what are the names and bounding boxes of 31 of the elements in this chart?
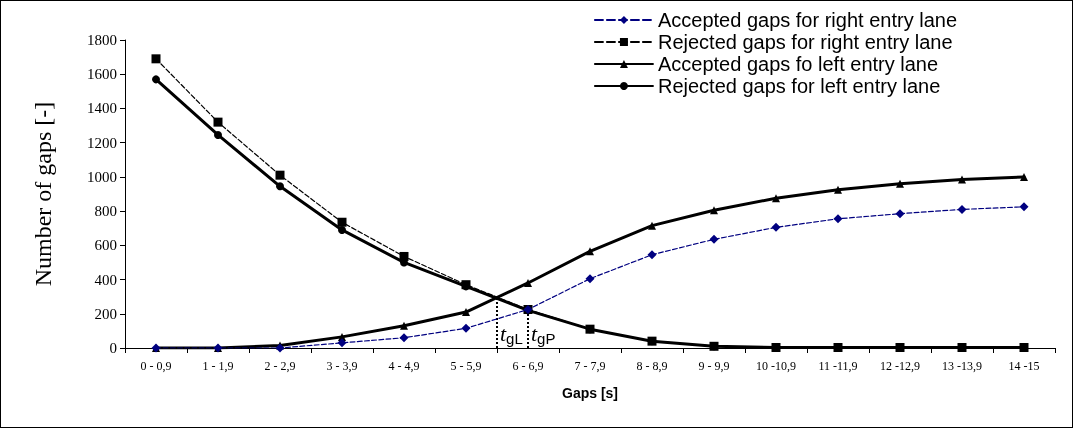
x-axis-title: Gaps [s]	[561, 385, 619, 401]
x-tick-label: 12 -12,9	[880, 359, 920, 373]
x-tick-label: 13 -13,9	[942, 359, 982, 373]
y-tick-label: 1800	[87, 32, 117, 48]
y-tick-label: 600	[94, 237, 117, 254]
legend-label: Rejected gaps for right entry lane	[657, 31, 953, 53]
y-tick-label: 1200	[87, 134, 117, 151]
x-tick-label: 3 - 3,9	[326, 359, 358, 373]
legend-label: Accepted gaps fo left entry lane	[657, 53, 939, 75]
y-axis-title: Number of gaps [-]	[30, 101, 56, 287]
x-tick-label: 0 - 0,9	[140, 359, 172, 373]
x-tick-label: 11 -11,9	[818, 359, 858, 373]
legend-label: Accepted gaps for right entry lane	[657, 9, 957, 31]
x-tick-label: 5 - 5,9	[450, 359, 482, 373]
y-tick-label: 1000	[87, 168, 117, 185]
x-tick-label: 7 - 7,9	[574, 359, 606, 373]
x-tick-label: 10 -10,9	[756, 359, 796, 373]
y-tick-label: 1600	[87, 66, 117, 83]
y-tick-label: 800	[94, 203, 117, 220]
x-tick-label: 6 - 6,9	[512, 359, 544, 373]
y-tick-label: 400	[94, 271, 117, 288]
x-tick-label: 14 -15	[1008, 359, 1040, 373]
y-tick-label: 0	[109, 340, 117, 356]
x-tick-label: 2 - 2,9	[264, 359, 296, 373]
x-tick-label: 1 - 1,9	[202, 359, 234, 373]
x-tick-label: 4 - 4,9	[388, 359, 420, 373]
legend-label: Rejected gaps for left entry lane	[657, 75, 941, 97]
y-tick-label: 1400	[87, 100, 117, 117]
x-tick-label: 8 - 8,9	[636, 359, 668, 373]
y-tick-label: 200	[94, 305, 117, 322]
x-tick-label: 9 - 9,9	[698, 359, 730, 373]
